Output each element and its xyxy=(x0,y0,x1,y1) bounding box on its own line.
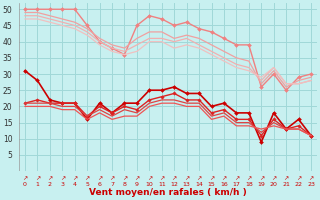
X-axis label: Vent moyen/en rafales ( km/h ): Vent moyen/en rafales ( km/h ) xyxy=(89,188,247,197)
